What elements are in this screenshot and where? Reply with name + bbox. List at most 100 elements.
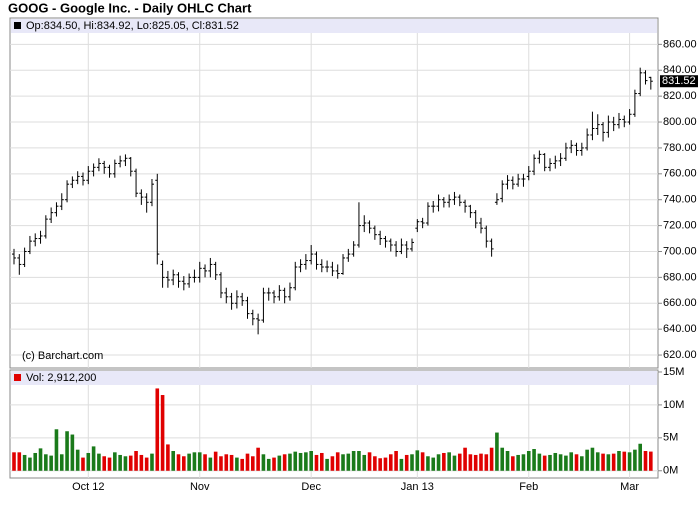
- volume-bar: [97, 453, 101, 471]
- price-panel: [9, 17, 659, 369]
- y-tick-label: 780.00: [663, 142, 697, 154]
- volume-bar: [463, 447, 467, 471]
- volume-bar: [452, 455, 457, 471]
- volume-bar: [298, 452, 303, 471]
- volume-bar: [521, 454, 526, 471]
- volume-bar: [240, 458, 244, 471]
- panel-header: [11, 19, 657, 33]
- volume-bar: [574, 454, 579, 471]
- volume-bar: [378, 458, 382, 471]
- volume-bar: [447, 452, 451, 471]
- volume-bar: [511, 456, 515, 471]
- volume-bar: [59, 454, 64, 471]
- volume-bar: [489, 447, 494, 471]
- volume-bar: [160, 395, 165, 471]
- volume-bar: [272, 457, 276, 471]
- volume-bar: [399, 458, 404, 471]
- volume-bar: [49, 455, 53, 471]
- volume-bar: [86, 452, 91, 471]
- chart-title: GOOG - Google Inc. - Daily OHLC Chart: [8, 0, 252, 15]
- volume-bar: [203, 454, 207, 471]
- volume-bar: [288, 453, 292, 471]
- y-tick-label: 15M: [663, 366, 684, 378]
- volume-bar: [155, 388, 160, 471]
- volume-bar: [426, 456, 430, 471]
- volume-bar: [383, 457, 388, 471]
- volume-bar: [75, 449, 80, 471]
- volume-bar: [314, 454, 319, 471]
- volume-bar: [325, 458, 329, 471]
- last-price-box: [660, 75, 698, 88]
- y-tick-label: 720.00: [663, 220, 697, 232]
- volume-bar: [134, 451, 138, 471]
- volume-bar: [33, 452, 38, 471]
- volume-bar: [601, 453, 605, 471]
- volume-bar: [442, 452, 446, 471]
- volume-bar: [388, 454, 393, 471]
- volume-bar: [309, 451, 313, 471]
- volume-bar: [28, 457, 32, 471]
- volume-bar: [176, 454, 181, 471]
- volume-bar: [346, 453, 351, 471]
- volume-bar: [54, 429, 59, 471]
- volume-bar: [431, 457, 436, 471]
- volume-bar: [569, 452, 574, 471]
- x-tick-label: Dec: [301, 481, 321, 493]
- volume-bar: [526, 451, 531, 471]
- volume-bar: [182, 456, 186, 471]
- volume-bar: [542, 455, 547, 471]
- volume-bar: [319, 452, 324, 471]
- legend-swatch: [14, 374, 21, 381]
- volume-bar: [187, 453, 191, 471]
- volume-bar: [617, 451, 621, 471]
- y-tick-label: 620.00: [663, 349, 697, 361]
- volume-bar: [251, 456, 255, 471]
- volume-bar: [277, 455, 282, 471]
- volume-bar: [373, 456, 377, 471]
- volume-bar: [113, 452, 117, 471]
- y-tick-label: 800.00: [663, 116, 697, 128]
- volume-bar: [410, 454, 414, 471]
- volume-bar: [394, 451, 398, 471]
- volume-bar: [505, 451, 510, 471]
- volume-bar: [12, 452, 16, 471]
- volume-bar: [282, 454, 287, 471]
- x-tick-label: Feb: [519, 481, 538, 493]
- volume-bar: [367, 452, 372, 471]
- volume-bar: [192, 452, 197, 471]
- volume-bar: [558, 454, 563, 471]
- volume-bar: [420, 452, 425, 471]
- y-tick-label: 740.00: [663, 194, 697, 206]
- volume-bar: [229, 454, 234, 471]
- volume-bar: [479, 453, 483, 471]
- volume-bar: [351, 451, 356, 471]
- volume-bar: [224, 454, 229, 471]
- volume-bar: [256, 447, 260, 471]
- volume-bar: [580, 456, 584, 471]
- volume-bar: [415, 450, 420, 471]
- volume-bar: [123, 456, 128, 471]
- volume-bar: [484, 454, 489, 471]
- volume-bar: [548, 454, 552, 471]
- volume-bar: [516, 454, 520, 471]
- volume-bar: [128, 455, 133, 471]
- volume-bar: [606, 454, 611, 471]
- volume-bar: [235, 457, 239, 471]
- volume-bar: [611, 453, 616, 471]
- volume-legend: Vol: 2,912,200: [26, 372, 96, 384]
- volume-bar: [335, 452, 340, 471]
- volume-bar: [245, 453, 250, 471]
- volume-bar: [91, 446, 96, 471]
- volume-bar: [633, 449, 637, 471]
- volume-bar: [595, 452, 600, 471]
- x-tick-label: Oct 12: [72, 481, 104, 493]
- legend-swatch: [14, 22, 21, 29]
- volume-bar: [643, 451, 648, 471]
- y-tick-label: 660.00: [663, 297, 697, 309]
- volume-bar: [436, 454, 441, 471]
- y-tick-label: 5M: [663, 432, 678, 444]
- volume-bar: [118, 454, 122, 471]
- volume-bar: [532, 449, 536, 471]
- volume-bar: [473, 454, 478, 471]
- volume-bar: [341, 454, 345, 471]
